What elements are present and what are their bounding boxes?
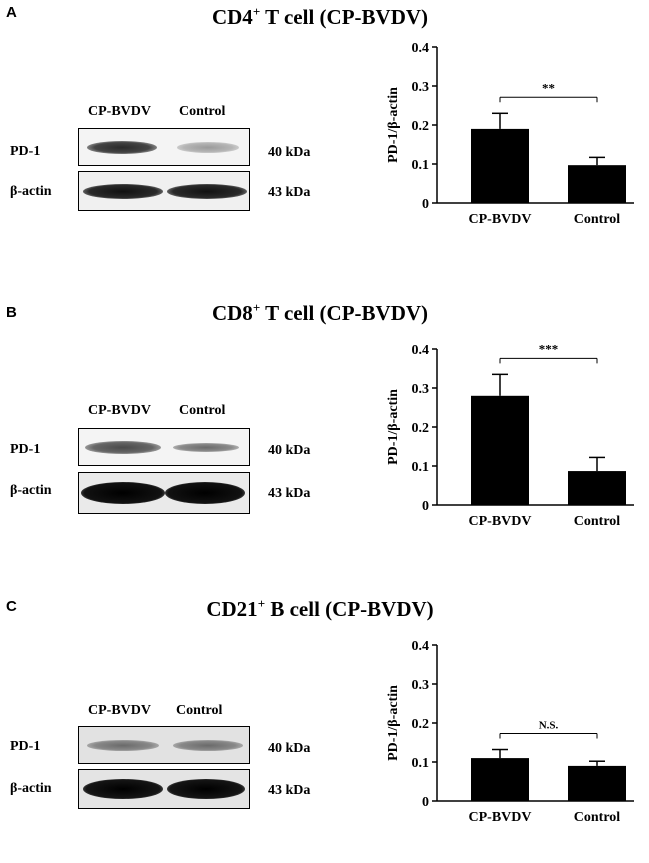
band [85,441,161,454]
panel-letter: C [6,598,17,615]
y-tick-label: 0.1 [412,756,430,771]
row-label-actin: β-actin [10,781,52,796]
band [177,142,239,153]
x-tick-label: CP-BVDV [469,514,532,529]
kda-label-actin: 43 kDa [268,486,311,501]
y-tick-label: 0.2 [412,421,430,436]
kda-label-actin: 43 kDa [268,783,311,798]
y-tick-label: 0.3 [412,80,430,95]
kda-label-pd1: 40 kDa [268,145,311,160]
y-tick-label: 0 [422,795,429,810]
lane-label-cpbvdv: CP-BVDV [88,703,151,718]
panel-title: CD8+ T cell (CP-BVDV) [150,300,490,326]
bar [471,758,529,801]
band [87,740,159,751]
bar-chart: 0 0.1 0.2 0.3 0.4 PD-1/β-actin CP-BVDV Control N… [386,639,634,825]
lane-label-cpbvdv: CP-BVDV [88,104,151,119]
panel-letter: B [6,304,17,321]
x-tick-label: CP-BVDV [469,810,532,825]
blot-image-pd1 [78,128,250,166]
x-tick-label: Control [574,212,621,227]
title-sup: + [257,596,266,611]
y-tick-label: 0.3 [412,382,430,397]
x-tick-label: Control [574,810,621,825]
row-label-actin: β-actin [10,483,52,498]
title-prefix: CD21 [206,597,258,621]
significance-label: *** [539,341,559,356]
y-axis-label: PD-1/β-actin [386,685,401,761]
lane-label-control: Control [179,403,226,418]
bar [471,395,529,505]
panel-title: CD21+ B cell (CP-BVDV) [150,596,490,622]
band [173,740,243,751]
band [87,141,157,154]
title-prefix: CD8 [211,301,253,325]
bar [568,165,626,203]
band [83,184,163,199]
kda-label-pd1: 40 kDa [268,443,311,458]
x-tick-label: Control [574,514,621,529]
blot-image-pd1 [78,726,250,764]
panel-b: B CD8+ T cell (CP-BVDV) CP-BVDV Control … [0,300,649,570]
bar [471,128,529,203]
title-sup: + [252,300,261,315]
y-tick-label: 0 [422,197,429,212]
bar [568,471,626,505]
band [167,779,245,799]
title-prefix: CD4 [211,5,253,29]
band [173,443,239,452]
panel-a: A CD4+ T cell (CP-BVDV) CP-BVDV Control … [0,4,649,274]
bar [568,765,626,801]
band [81,482,165,504]
bar-chart: 0 0.1 0.2 0.3 0.4 PD-1/β-actin CP-BVDV Control *… [386,341,634,529]
y-tick-label: 0.1 [412,158,430,173]
row-label-pd1: PD-1 [10,442,41,457]
y-axis-label: PD-1/β-actin [386,389,401,465]
title-suffix: T cell (CP-BVDV) [260,5,429,29]
title-sup: + [252,4,261,19]
x-tick-label: CP-BVDV [469,212,532,227]
y-tick-label: 0.3 [412,678,430,693]
row-label-pd1: PD-1 [10,739,41,754]
kda-label-actin: 43 kDa [268,185,311,200]
significance-label: ** [542,80,555,95]
panel-letter: A [6,4,17,21]
panel-title: CD4+ T cell (CP-BVDV) [150,4,490,30]
row-label-pd1: PD-1 [10,144,41,159]
title-suffix: B cell (CP-BVDV) [265,597,434,621]
blot-image-actin [78,171,250,211]
y-tick-label: 0.4 [412,41,430,56]
lane-label-control: Control [179,104,226,119]
y-tick-label: 0.4 [412,639,430,654]
row-label-actin: β-actin [10,184,52,199]
kda-label-pd1: 40 kDa [268,741,311,756]
lane-label-cpbvdv: CP-BVDV [88,403,151,418]
bar-chart: 0 0.1 0.2 0.3 0.4 PD-1/β-actin CP-BVDV Control *… [386,41,634,227]
y-tick-label: 0.1 [412,460,430,475]
blot-image-pd1 [78,428,250,466]
blot-image-actin [78,769,250,809]
y-tick-label: 0.2 [412,717,430,732]
y-tick-label: 0.2 [412,119,430,134]
band [165,482,245,504]
lane-label-control: Control [176,703,223,718]
panel-c: C CD21+ B cell (CP-BVDV) CP-BVDV Control… [0,596,649,827]
band [83,779,163,799]
blot-image-actin [78,472,250,514]
significance-label: N.S. [539,720,559,732]
y-tick-label: 0.4 [412,343,430,358]
title-suffix: T cell (CP-BVDV) [260,301,429,325]
band [167,184,247,199]
y-tick-label: 0 [422,499,429,514]
y-axis-label: PD-1/β-actin [386,87,401,163]
